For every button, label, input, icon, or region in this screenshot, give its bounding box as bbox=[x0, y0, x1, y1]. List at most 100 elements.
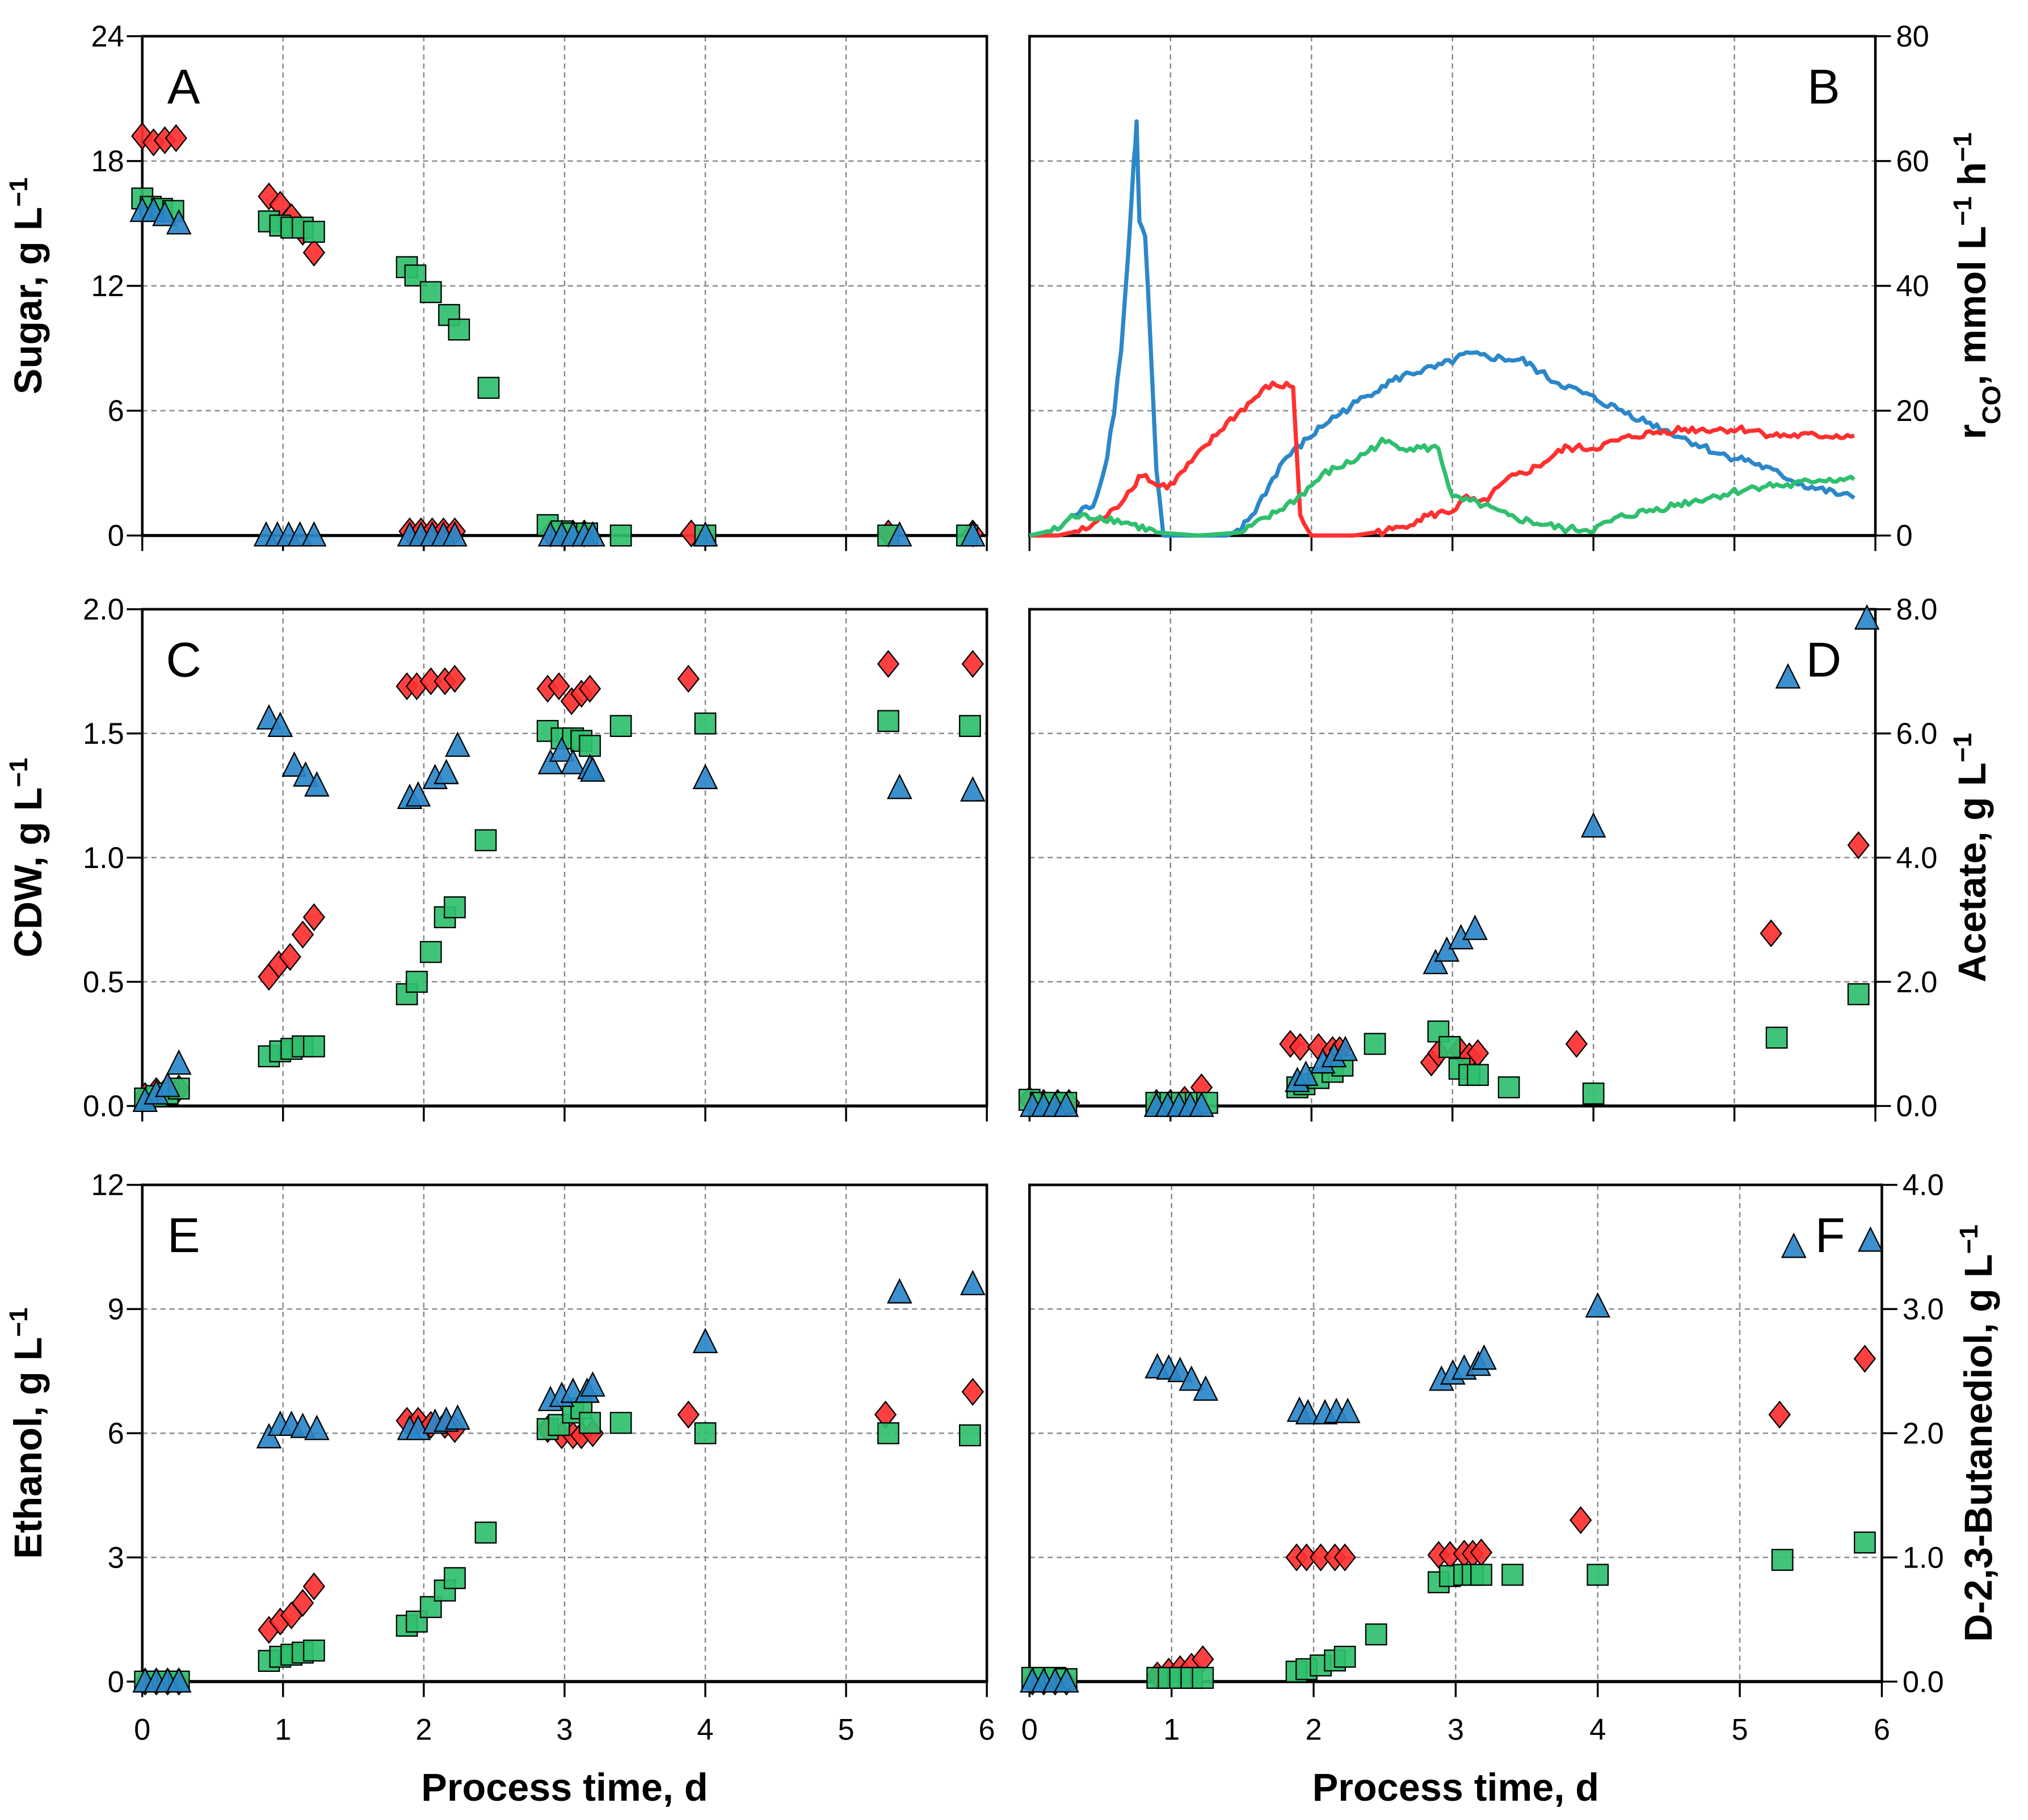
y-axis-title-superscript: −1 bbox=[3, 178, 32, 207]
triangle-marker bbox=[1189, 1092, 1214, 1117]
y-axis-title-text: h bbox=[1951, 162, 1994, 196]
line-red bbox=[1029, 380, 1855, 538]
series-green bbox=[1029, 436, 1856, 538]
diamond-marker bbox=[302, 238, 326, 267]
square-marker bbox=[477, 377, 500, 399]
y-axis-title-superscript: −1 bbox=[3, 758, 32, 787]
y-tick-label: 40 bbox=[1896, 270, 1929, 303]
triangle-marker bbox=[166, 1667, 192, 1693]
y-tick-label: 2.0 bbox=[1896, 966, 1938, 999]
triangle-marker bbox=[1293, 1060, 1319, 1086]
x-tick-label: 6 bbox=[979, 1714, 995, 1747]
y-tick-label: 0 bbox=[1896, 520, 1913, 553]
line-blue bbox=[1029, 119, 1856, 538]
y-tick-label: 2.0 bbox=[83, 593, 124, 626]
y-axis-title-text: Sugar, g L bbox=[7, 207, 50, 395]
y-tick-label: 6 bbox=[108, 395, 124, 428]
x-tick-label: 1 bbox=[1163, 1714, 1180, 1747]
triangle-marker bbox=[1858, 1226, 1883, 1252]
square-marker bbox=[448, 318, 470, 341]
triangle-marker bbox=[560, 748, 586, 774]
y-axis-title-superscript: −1 bbox=[1954, 1224, 1983, 1254]
square-marker bbox=[1587, 1564, 1609, 1586]
diamond-marker bbox=[1760, 919, 1782, 947]
triangle-marker bbox=[692, 1328, 718, 1354]
triangle-marker bbox=[960, 1270, 986, 1295]
panel-letter: C bbox=[166, 633, 201, 687]
diamond-marker bbox=[443, 664, 466, 693]
y-tick-label: 1.0 bbox=[1903, 1541, 1944, 1574]
square-marker bbox=[1765, 1026, 1788, 1049]
triangle-marker bbox=[405, 781, 431, 807]
square-marker bbox=[1192, 1667, 1214, 1689]
panel-letter: F bbox=[1815, 1208, 1845, 1263]
y-axis-title-subscript: CO bbox=[1976, 385, 2005, 424]
triangle-marker bbox=[166, 209, 192, 235]
diamond-marker bbox=[1768, 1400, 1791, 1429]
y-tick-label: 1.0 bbox=[83, 842, 124, 875]
triangle-marker bbox=[1167, 1356, 1193, 1383]
square-marker bbox=[1470, 1564, 1492, 1586]
triangle-marker bbox=[549, 736, 575, 762]
panel-a: 0 6 12 18 24 Sugar, g L−1 A bbox=[3, 20, 988, 553]
square-marker bbox=[1438, 1036, 1461, 1058]
x-tick-label: 3 bbox=[556, 1714, 573, 1747]
diamond-marker bbox=[302, 903, 326, 932]
series-green bbox=[1018, 983, 1870, 1114]
triangle-marker bbox=[1462, 915, 1488, 940]
triangle-marker bbox=[166, 1049, 192, 1075]
y-tick-label: 0.5 bbox=[83, 966, 124, 999]
triangle-marker bbox=[1053, 1092, 1079, 1117]
panel-letter: A bbox=[167, 60, 200, 114]
square-marker bbox=[579, 1412, 601, 1434]
square-marker bbox=[1847, 983, 1870, 1005]
triangle-marker bbox=[445, 731, 470, 757]
series-blue bbox=[129, 196, 986, 547]
triangle-marker bbox=[434, 759, 459, 785]
square-marker bbox=[1333, 1645, 1356, 1668]
triangle-marker bbox=[692, 764, 718, 789]
y-axis-title: D-2,3-Butanediol, g L−1 bbox=[1954, 1224, 2000, 1642]
triangle-marker bbox=[1179, 1365, 1205, 1391]
y-tick-label: 8.0 bbox=[1896, 593, 1938, 626]
panel-c: 0.0 0.5 1.0 1.5 2.0 CDW, g L−1 C bbox=[3, 593, 988, 1123]
diamond-marker bbox=[279, 943, 301, 971]
triangle-marker bbox=[293, 761, 318, 787]
y-tick-label: 3 bbox=[108, 1541, 124, 1574]
square-marker bbox=[1497, 1076, 1520, 1098]
diamond-marker bbox=[1289, 1033, 1312, 1061]
x-tick-label: 3 bbox=[1448, 1714, 1464, 1747]
triangle-marker bbox=[580, 521, 605, 547]
y-axis-title: rCO, mmol L−1 h−1 bbox=[1947, 132, 2005, 439]
panel-letter: E bbox=[167, 1208, 200, 1263]
y-axis-title-text: r bbox=[1951, 424, 1994, 440]
square-marker bbox=[609, 715, 632, 738]
triangle-marker bbox=[580, 1371, 605, 1397]
square-marker bbox=[609, 524, 632, 547]
triangle-marker bbox=[580, 756, 605, 782]
triangle-marker bbox=[886, 773, 912, 799]
y-axis-title-superscript: −1 bbox=[3, 1308, 32, 1337]
diamond-marker bbox=[1853, 1345, 1876, 1373]
y-tick-label: 0.0 bbox=[1903, 1666, 1944, 1699]
square-marker bbox=[609, 1412, 632, 1434]
triangle-marker bbox=[1295, 1398, 1321, 1425]
x-tick-label: 0 bbox=[1021, 1714, 1038, 1747]
triangle-marker bbox=[1585, 1292, 1611, 1318]
triangle-marker bbox=[445, 1404, 470, 1430]
y-tick-label: 60 bbox=[1896, 145, 1929, 178]
triangle-marker bbox=[1423, 949, 1449, 975]
square-marker bbox=[302, 221, 325, 243]
y-axis-title-superscript: −1 bbox=[1947, 733, 1976, 762]
square-marker bbox=[1582, 1082, 1605, 1105]
diamond-marker bbox=[961, 1377, 984, 1406]
x-tick-label: 5 bbox=[1732, 1714, 1748, 1747]
series-red bbox=[1029, 380, 1855, 538]
square-marker bbox=[444, 1567, 466, 1590]
diamond-marker bbox=[677, 1400, 700, 1429]
series-blue bbox=[132, 1270, 986, 1693]
diamond-marker bbox=[677, 664, 700, 693]
triangle-marker bbox=[1332, 1035, 1358, 1061]
x-tick-label: 6 bbox=[1874, 1714, 1890, 1747]
